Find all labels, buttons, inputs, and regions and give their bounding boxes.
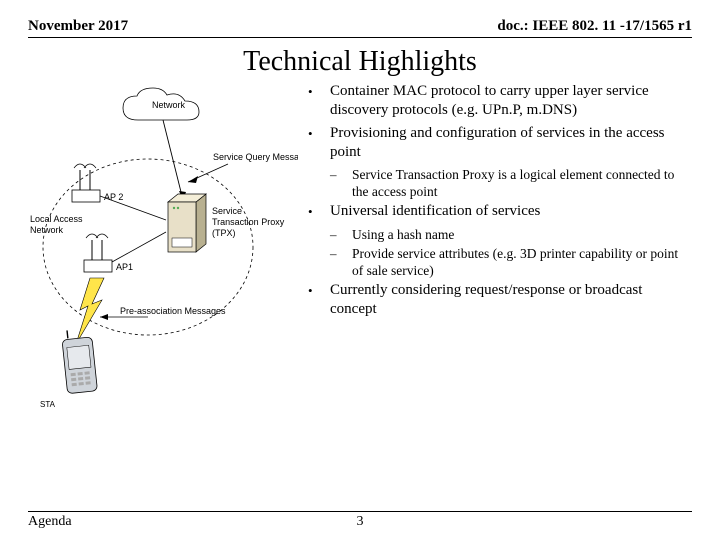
bullet-2-sub-1: Service Transaction Proxy is a logical e… bbox=[352, 166, 688, 200]
label-lan-1: Local Access bbox=[30, 214, 83, 224]
header-date: November 2017 bbox=[28, 18, 128, 35]
label-sta: STA bbox=[40, 400, 56, 409]
label-sqm: Service Query Messages bbox=[213, 152, 298, 162]
server-icon bbox=[168, 194, 206, 252]
header-rule bbox=[28, 37, 692, 38]
bolt-icon bbox=[76, 278, 104, 344]
footer-rule bbox=[28, 511, 692, 512]
label-tpx-1: Service bbox=[212, 206, 242, 216]
diagram-panel: Network Service Query Messages Servi bbox=[28, 82, 298, 417]
label-ap2: AP 2 bbox=[104, 192, 123, 202]
header-doc: doc.: IEEE 802. 11 -17/1565 r1 bbox=[497, 18, 692, 35]
ap1-icon bbox=[84, 234, 112, 272]
label-pam: Pre-association Messages bbox=[120, 306, 226, 316]
topology-diagram: Network Service Query Messages Servi bbox=[28, 82, 298, 412]
page-title: Technical Highlights bbox=[28, 46, 692, 78]
label-ap1: AP1 bbox=[116, 262, 133, 272]
bullet-3: Universal identification of services bbox=[330, 202, 540, 222]
label-network: Network bbox=[152, 100, 186, 110]
bullet-3-sub-2: Provide service attributes (e.g. 3D prin… bbox=[352, 245, 688, 279]
label-tpx-3: (TPX) bbox=[212, 228, 236, 238]
footer-page-number: 3 bbox=[0, 514, 720, 530]
bullet-3-sub-1: Using a hash name bbox=[352, 226, 454, 243]
bullet-4: Currently considering request/response o… bbox=[330, 281, 688, 319]
bullet-2: Provisioning and configuration of servic… bbox=[330, 124, 688, 162]
label-tpx-2: Transaction Proxy bbox=[212, 217, 285, 227]
bullet-panel: •Container MAC protocol to carry upper l… bbox=[308, 82, 692, 417]
bullet-1: Container MAC protocol to carry upper la… bbox=[330, 82, 688, 120]
label-lan-2: Network bbox=[30, 225, 64, 235]
